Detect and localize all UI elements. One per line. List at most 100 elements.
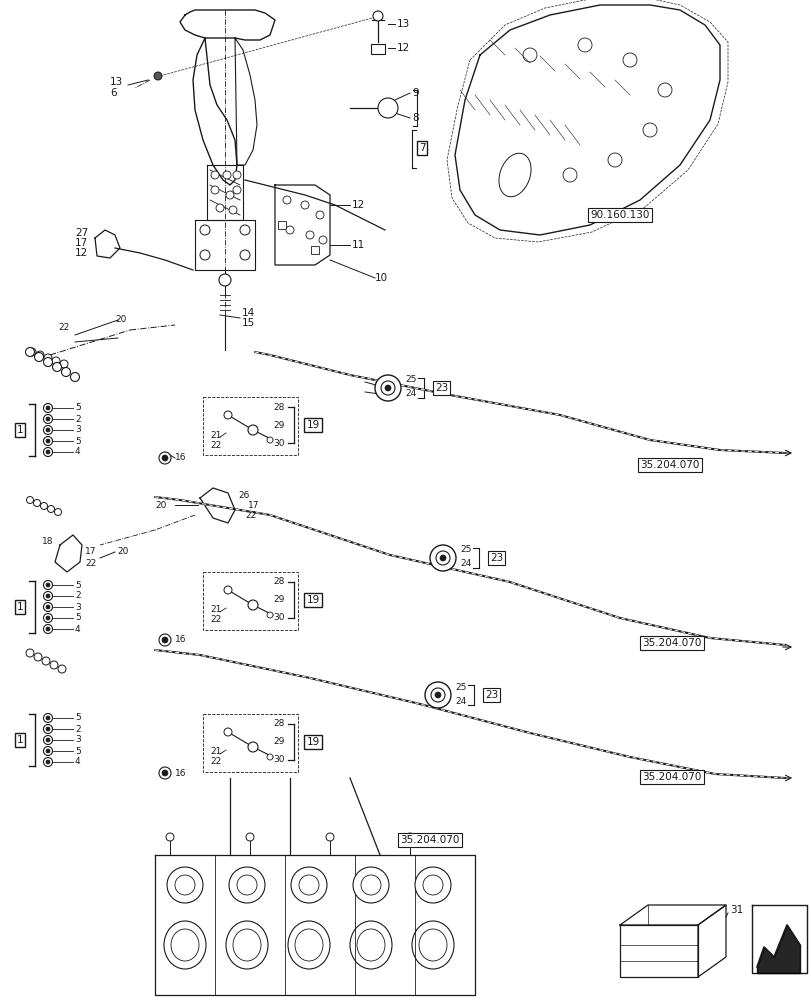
Text: 35.204.070: 35.204.070 <box>400 835 459 845</box>
Text: 2: 2 <box>75 591 80 600</box>
Circle shape <box>34 653 42 661</box>
Circle shape <box>44 448 53 456</box>
Bar <box>203 572 298 630</box>
Circle shape <box>165 833 174 841</box>
Text: 24: 24 <box>454 696 466 706</box>
Circle shape <box>414 867 450 903</box>
Text: 29: 29 <box>272 595 284 604</box>
Circle shape <box>52 357 60 365</box>
Circle shape <box>53 362 62 371</box>
Circle shape <box>46 417 50 421</box>
Circle shape <box>44 724 53 734</box>
Circle shape <box>46 406 50 410</box>
Bar <box>371 44 384 54</box>
Text: 29: 29 <box>272 420 284 430</box>
Circle shape <box>26 649 34 657</box>
Circle shape <box>159 452 171 464</box>
Circle shape <box>46 616 50 620</box>
Circle shape <box>46 439 50 443</box>
Text: 20: 20 <box>155 500 166 510</box>
Text: 12: 12 <box>351 200 365 210</box>
Circle shape <box>216 204 224 212</box>
Text: 17: 17 <box>75 238 88 248</box>
Bar <box>277 221 285 229</box>
Circle shape <box>62 367 71 376</box>
Text: 19: 19 <box>306 420 320 430</box>
Circle shape <box>44 354 52 362</box>
Circle shape <box>27 496 33 504</box>
Text: 4: 4 <box>75 624 80 634</box>
Circle shape <box>46 450 50 454</box>
Circle shape <box>361 875 380 895</box>
Circle shape <box>283 196 290 204</box>
Circle shape <box>162 770 168 776</box>
Text: 29: 29 <box>272 738 284 746</box>
Circle shape <box>224 411 232 419</box>
Circle shape <box>267 437 272 443</box>
Circle shape <box>247 742 258 752</box>
Circle shape <box>423 875 443 895</box>
Circle shape <box>200 250 210 260</box>
Text: 22: 22 <box>210 440 221 450</box>
Circle shape <box>306 231 314 239</box>
Circle shape <box>200 225 210 235</box>
Circle shape <box>267 612 272 618</box>
Circle shape <box>44 624 53 634</box>
Text: 20: 20 <box>117 548 128 556</box>
Circle shape <box>28 348 36 356</box>
Circle shape <box>44 736 53 744</box>
Circle shape <box>224 586 232 594</box>
Text: 16: 16 <box>175 454 187 462</box>
Text: 5: 5 <box>75 714 80 722</box>
Circle shape <box>33 499 41 506</box>
Circle shape <box>175 875 195 895</box>
Circle shape <box>46 738 50 742</box>
Circle shape <box>44 714 53 722</box>
Circle shape <box>224 728 232 736</box>
Circle shape <box>219 274 230 286</box>
Circle shape <box>319 236 327 244</box>
Circle shape <box>44 613 53 622</box>
Circle shape <box>430 545 456 571</box>
Text: 35.204.070: 35.204.070 <box>640 460 699 470</box>
Circle shape <box>372 11 383 21</box>
Circle shape <box>71 372 79 381</box>
Text: 28: 28 <box>272 720 284 728</box>
Text: 5: 5 <box>75 580 80 589</box>
Text: 28: 28 <box>272 578 284 586</box>
Text: 6: 6 <box>109 88 117 98</box>
Circle shape <box>46 760 50 764</box>
Circle shape <box>44 414 53 424</box>
Circle shape <box>229 867 264 903</box>
Text: 17: 17 <box>247 502 260 510</box>
Text: 24: 24 <box>405 389 416 398</box>
Circle shape <box>247 425 258 435</box>
Text: 30: 30 <box>272 613 284 622</box>
Text: 12: 12 <box>75 248 88 258</box>
Text: 25: 25 <box>460 546 471 554</box>
Bar <box>203 397 298 455</box>
Circle shape <box>233 171 241 179</box>
Text: 1: 1 <box>17 602 24 612</box>
Circle shape <box>25 348 34 357</box>
Text: 12: 12 <box>397 43 410 53</box>
Circle shape <box>44 758 53 766</box>
Text: 22: 22 <box>245 512 256 520</box>
Circle shape <box>436 551 449 565</box>
Bar <box>203 714 298 772</box>
Text: 18: 18 <box>42 538 54 546</box>
Circle shape <box>246 833 254 841</box>
Text: 22: 22 <box>58 324 69 332</box>
Circle shape <box>325 833 333 841</box>
Text: 16: 16 <box>175 768 187 778</box>
Circle shape <box>44 746 53 756</box>
Circle shape <box>353 867 388 903</box>
Text: 22: 22 <box>85 558 97 568</box>
Text: 21: 21 <box>210 748 221 756</box>
Circle shape <box>46 727 50 731</box>
Circle shape <box>240 250 250 260</box>
Circle shape <box>58 665 66 673</box>
Circle shape <box>237 875 257 895</box>
Text: 3: 3 <box>75 736 80 744</box>
Text: 1: 1 <box>17 425 24 435</box>
